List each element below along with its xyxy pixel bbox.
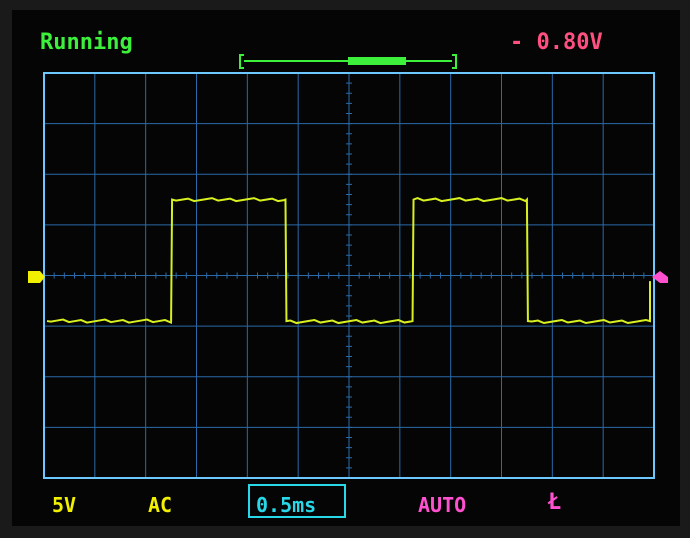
timebase-selector[interactable] bbox=[248, 484, 346, 518]
coupling-readout[interactable]: AC bbox=[148, 493, 173, 517]
signal-trace bbox=[46, 196, 651, 325]
graticule-grid bbox=[44, 73, 654, 478]
run-status-label: Running bbox=[40, 30, 133, 55]
channel-scale-readout[interactable]: 5V bbox=[52, 493, 77, 517]
trigger-mode-readout[interactable]: AUTO bbox=[418, 493, 467, 517]
trigger-level-readout[interactable]: - 0.80V bbox=[510, 30, 603, 55]
right-arrow-marker-icon[interactable] bbox=[28, 271, 45, 283]
trigger-edge-icon[interactable]: Ł bbox=[548, 490, 562, 515]
oscilloscope-screen bbox=[12, 10, 680, 526]
timebase-readout[interactable]: 0.5ms bbox=[256, 493, 317, 517]
left-arrow-marker-icon[interactable] bbox=[652, 271, 668, 283]
buffer-position-bar-icon bbox=[239, 54, 457, 69]
